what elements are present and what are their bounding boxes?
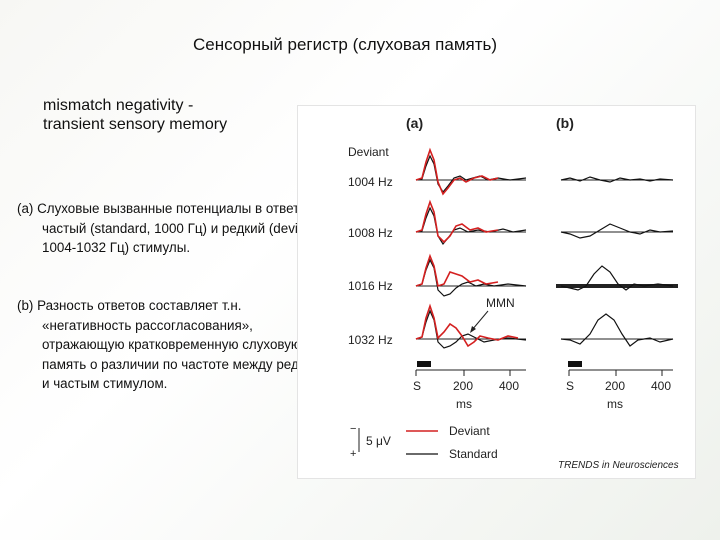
deviant-trace-1008 [415, 199, 499, 244]
slide-subtitle: mismatch negativity - transient sensory … [43, 96, 303, 134]
standard-trace-1004 [415, 154, 527, 194]
mmn-arrow-line [471, 310, 489, 331]
slide-title: Сенсорный регистр (слуховая память) [192, 35, 498, 54]
row-label-1032: 1032 Hz [348, 333, 393, 347]
difference-trace-1032 [560, 313, 674, 347]
figure-svg: (a) (b) Deviant 1004 Hz 1008 Hz 1016 Hz … [348, 115, 679, 471]
panel-a-label: (a) [406, 115, 423, 131]
paragraph-panel-a: (a) Слуховые вызванные потенциалы в отве… [17, 201, 321, 256]
deviant-trace-1032 [415, 303, 519, 348]
subtitle-line-2: transient sensory memory [43, 116, 228, 133]
tick-label-b-s: S [566, 379, 574, 393]
deviant-trace-1016 [415, 253, 499, 288]
axis-unit-b: ms [607, 397, 623, 411]
standard-trace-1008 [415, 206, 527, 246]
deviant-header: Deviant [348, 145, 389, 159]
scale-plus-sign: + [350, 448, 356, 460]
tick-label-a-400: 400 [499, 379, 519, 393]
row-label-1008: 1008 Hz [348, 226, 393, 240]
difference-trace-1016 [560, 265, 674, 291]
difference-traces [560, 176, 674, 347]
subtitle-line-1: mismatch negativity - [43, 97, 194, 114]
tick-label-a-s: S [413, 379, 421, 393]
tick-label-a-200: 200 [453, 379, 473, 393]
mmn-arrow-head [470, 326, 476, 333]
scale-minus-sign: − [350, 423, 356, 435]
difference-trace-1008 [560, 223, 674, 239]
axis-unit-a: ms [456, 397, 472, 411]
figure-credit: TRENDS in Neurosciences [558, 460, 679, 471]
legend-deviant-label: Deviant [449, 424, 490, 438]
mmn-figure: (a) (b) Deviant 1004 Hz 1008 Hz 1016 Hz … [298, 106, 695, 478]
stimulus-marker-b [568, 361, 582, 367]
deviant-traces [415, 147, 519, 348]
standard-traces [415, 154, 527, 349]
mmn-label: MMN [486, 296, 515, 310]
row-label-1004: 1004 Hz [348, 175, 393, 189]
legend-standard-label: Standard [449, 447, 498, 461]
time-axes [415, 369, 673, 376]
paragraph-panel-b: (b) Разность ответов составляет т.н. «не… [17, 298, 322, 392]
tick-labels: S 200 400 ms S 200 400 ms [413, 379, 671, 411]
row-label-1016: 1016 Hz [348, 279, 393, 293]
tick-label-b-400: 400 [651, 379, 671, 393]
baselines-panel-b [556, 179, 678, 340]
tick-label-b-200: 200 [605, 379, 625, 393]
deviant-trace-1004 [415, 147, 499, 196]
standard-trace-1032 [415, 309, 527, 349]
scale-value: 5 μV [366, 434, 391, 448]
stimulus-marker-a [417, 361, 431, 367]
panel-b-label: (b) [556, 115, 574, 131]
difference-trace-1004 [560, 176, 674, 183]
standard-trace-1016 [415, 258, 527, 297]
